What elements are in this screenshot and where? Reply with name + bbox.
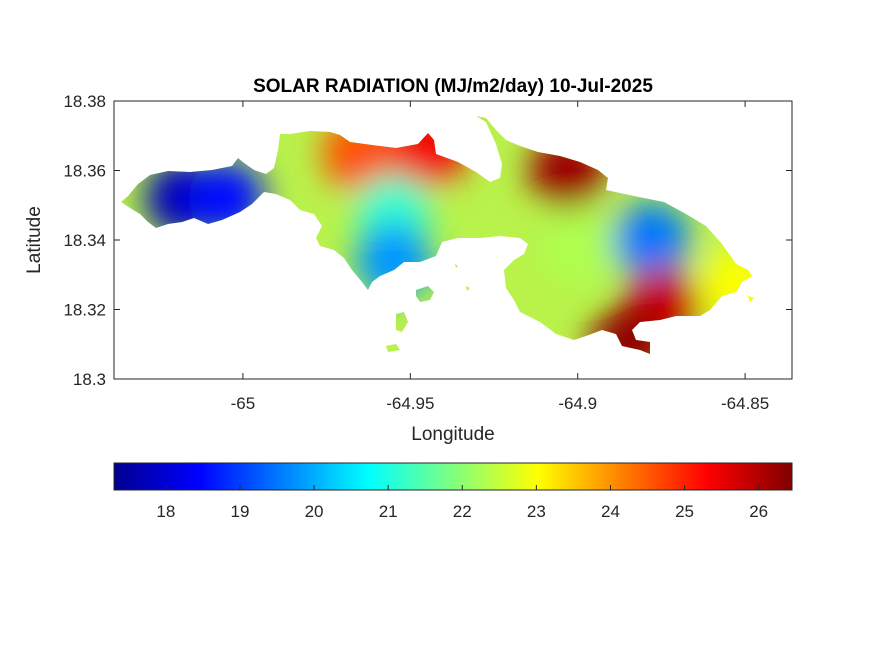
chart-title: SOLAR RADIATION (MJ/m2/day) 10-Jul-2025: [253, 76, 653, 97]
colorbar-tick-label: 19: [231, 502, 250, 521]
colorbar-tick-label: 18: [156, 502, 175, 521]
y-tick-label: 18.36: [63, 162, 106, 181]
x-axis-label: Longitude: [411, 424, 494, 445]
colorbar-tick-label: 24: [601, 502, 620, 521]
y-tick-label: 18.38: [63, 92, 106, 111]
heat-region-east-dip: [613, 202, 690, 278]
y-tick-label: 18.34: [63, 231, 106, 250]
y-tick-label: 18.32: [63, 301, 106, 320]
colorbar-tick-label: 21: [379, 502, 398, 521]
colorbar-tick-label: 20: [305, 502, 324, 521]
x-axis: -65 -64.95 -64.9 -64.85: [231, 101, 769, 413]
x-tick-label: -65: [231, 394, 256, 413]
y-tick-label: 18.3: [73, 370, 106, 389]
x-tick-label: -64.85: [721, 394, 769, 413]
colorbar-tick-label: 22: [453, 502, 472, 521]
y-axis: 18.3 18.32 18.34 18.36 18.38: [63, 92, 792, 389]
x-tick-label: -64.95: [386, 394, 434, 413]
colorbar-tick-label: 26: [749, 502, 768, 521]
colorbar: [113, 462, 793, 491]
colorbar-tick-label: 25: [675, 502, 694, 521]
colorbar-tick-label: 23: [527, 502, 546, 521]
heat-region-east-center: [539, 208, 616, 285]
x-tick-label: -64.9: [558, 394, 597, 413]
colorbar-ticks: 18 19 20 21 22 23 24 25 26: [156, 485, 768, 521]
y-axis-label: Latitude: [24, 206, 45, 274]
